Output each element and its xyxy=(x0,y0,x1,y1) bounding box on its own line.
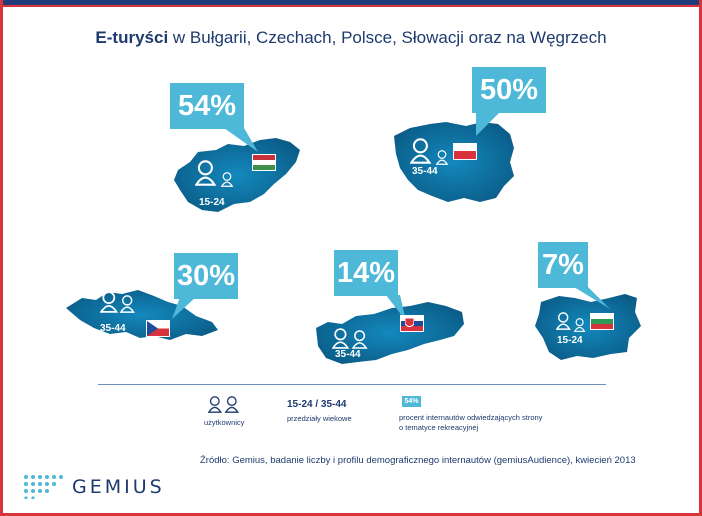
gemius-logo-icon xyxy=(22,473,66,504)
legend-badge-label-2: o tematyce rekreacyjnej xyxy=(399,423,479,432)
slovakia-flag xyxy=(400,315,424,332)
page-title-rest: w Bułgarii, Czechach, Polsce, Słowacji o… xyxy=(168,28,607,47)
bubble-tail-slovakia xyxy=(386,295,406,321)
bubble-slovakia: 14% xyxy=(334,250,398,296)
czech-flag xyxy=(146,320,170,337)
bubble-czech: 30% xyxy=(174,253,238,299)
country-poland xyxy=(386,118,518,206)
frame-top xyxy=(0,0,702,5)
bubble-tail-poland xyxy=(476,112,500,136)
age-range-czech: 35-44 xyxy=(100,323,126,334)
bubble-tail-czech xyxy=(172,297,196,319)
legend-divider xyxy=(98,384,606,385)
hungary-flag xyxy=(252,154,276,171)
frame-left xyxy=(0,0,3,516)
bubble-hungary: 54% xyxy=(170,83,244,129)
users-icon-hungary xyxy=(195,160,241,199)
bubble-bulgaria: 7% xyxy=(538,242,588,288)
legend-users-label: użytkownicy xyxy=(204,418,245,427)
poland-flag xyxy=(453,143,477,160)
legend-badge-label-1: procent internautów odwiedzających stron… xyxy=(399,413,543,422)
source-note: Źródło: Gemius, badanie liczby i profilu… xyxy=(200,455,636,466)
legend-ages-value: 15-24 / 35-44 xyxy=(287,399,347,410)
gemius-logo-text: GEMIUS xyxy=(72,476,165,498)
users-icon-slovakia xyxy=(332,328,378,367)
czech-map xyxy=(66,290,218,340)
bulgaria-map xyxy=(535,294,641,360)
legend-users-icon xyxy=(207,395,244,420)
frame-right xyxy=(699,0,702,516)
legend-ages-label: przedziały wiekowe xyxy=(287,414,352,423)
age-range-poland: 35-44 xyxy=(412,166,438,177)
country-czech xyxy=(62,286,222,344)
bulgaria-flag xyxy=(590,313,614,330)
bubble-poland: 50% xyxy=(472,67,546,113)
frame-bottom xyxy=(0,513,702,516)
poland-map xyxy=(394,122,514,202)
bubble-tail-hungary xyxy=(224,128,258,152)
country-bulgaria xyxy=(531,290,643,362)
page-title-bold: E-turyści xyxy=(95,28,169,47)
age-range-bulgaria: 15-24 xyxy=(557,335,583,346)
age-range-hungary: 15-24 xyxy=(199,197,225,208)
age-range-slovakia-label: 35-44 xyxy=(335,349,361,360)
legend-percent-badge: 54% xyxy=(402,396,421,407)
frame-top-stripe xyxy=(0,5,702,7)
bubble-tail-bulgaria xyxy=(574,287,610,309)
page-title: E-turyści w Bułgarii, Czechach, Polsce, … xyxy=(0,28,702,48)
